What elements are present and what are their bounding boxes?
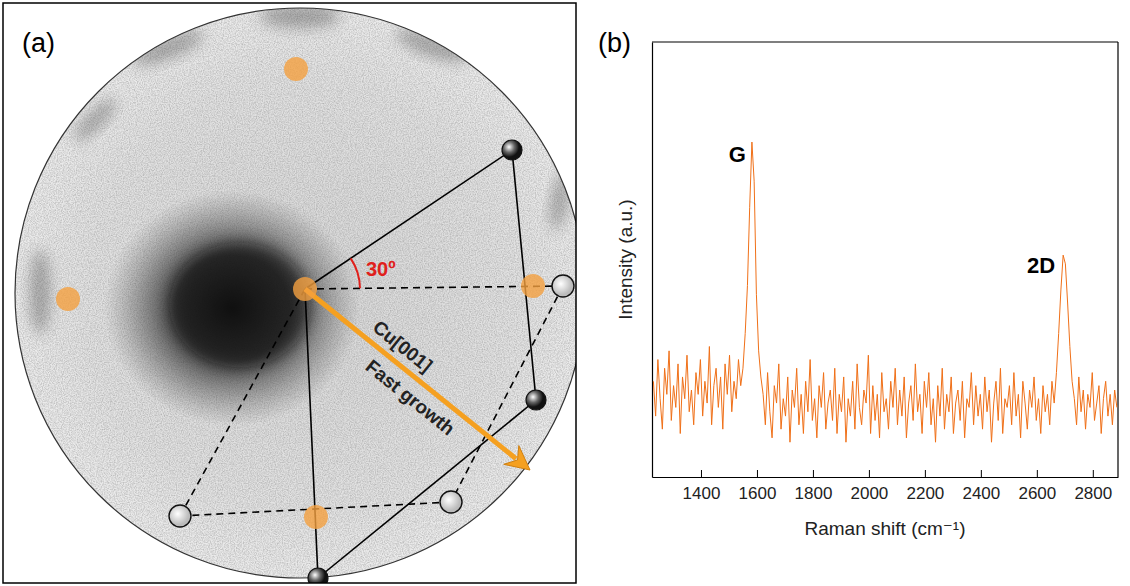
smudge bbox=[30, 250, 50, 334]
graphene-spot bbox=[308, 568, 328, 583]
y-axis-title: Intensity (a.u.) bbox=[615, 199, 636, 319]
x-tick-mark bbox=[869, 470, 870, 477]
peak-label: G bbox=[729, 142, 746, 167]
central-beam-core bbox=[170, 243, 310, 367]
lattice-line bbox=[305, 150, 512, 289]
arrow-label: Fast growth bbox=[362, 356, 459, 440]
substrate-spot bbox=[284, 57, 308, 81]
x-tick: 1800 bbox=[795, 470, 833, 503]
smudge bbox=[70, 95, 121, 146]
x-tick-label: 2400 bbox=[962, 484, 1000, 503]
x-tick-mark bbox=[757, 470, 758, 477]
substrate-spot bbox=[293, 277, 317, 301]
plot-frame bbox=[652, 41, 1118, 42]
x-tick: 2000 bbox=[850, 470, 888, 503]
growth-arrow-shaft bbox=[305, 289, 516, 459]
graphene-spot bbox=[526, 390, 546, 410]
x-tick-label: 2000 bbox=[850, 484, 888, 503]
arrow-labels: Cu[001]Fast growth bbox=[347, 316, 481, 439]
figure: (a) 30º Cu[001]Fast growth 1400 1600 1800 2000… bbox=[0, 0, 1130, 586]
x-tick: 2800 bbox=[1074, 470, 1112, 503]
growth-arrow-head bbox=[504, 446, 530, 470]
x-tick-label: 2600 bbox=[1018, 484, 1056, 503]
plot-frame bbox=[1117, 42, 1118, 477]
graphene-spot-rotated bbox=[169, 505, 191, 527]
pattern-grain bbox=[3, 3, 576, 583]
x-tick-label: 1800 bbox=[795, 484, 833, 503]
x-axis-title: Raman shift (cm⁻¹) bbox=[805, 518, 966, 539]
peak-label: 2D bbox=[1027, 253, 1055, 278]
central-beam-shadow bbox=[104, 190, 360, 426]
x-tick: 1600 bbox=[739, 470, 777, 503]
x-tick-mark bbox=[1037, 470, 1038, 477]
x-tick-mark bbox=[701, 470, 702, 477]
panel-a-frame bbox=[3, 3, 576, 583]
panel-label: (b) bbox=[598, 28, 631, 58]
pattern-edge bbox=[15, 8, 576, 578]
x-tick-mark bbox=[981, 470, 982, 477]
x-tick-label: 2200 bbox=[906, 484, 944, 503]
x-tick-mark bbox=[925, 470, 926, 477]
spectrum-line bbox=[653, 142, 1116, 442]
x-tick: 2200 bbox=[906, 470, 944, 503]
x-axis-line bbox=[653, 477, 1119, 478]
smudge bbox=[393, 24, 471, 69]
plot-marks bbox=[653, 142, 1116, 442]
x-tick: 2400 bbox=[962, 470, 1000, 503]
lattice-line bbox=[305, 289, 318, 578]
x-axis: 1400 1600 1800 2000 2200 2400 2600 2800 bbox=[653, 470, 1119, 503]
x-tick-mark bbox=[813, 470, 814, 477]
substrate-spot bbox=[56, 287, 80, 311]
smudge bbox=[129, 24, 207, 71]
x-tick-mark bbox=[1093, 470, 1094, 477]
substrate-spot bbox=[304, 505, 328, 529]
panel-b: 1400 1600 1800 2000 2200 2400 2600 2800 G 2D (b) Ra… bbox=[598, 28, 1119, 539]
x-tick-label: 1600 bbox=[739, 484, 777, 503]
graphene-spot-rotated bbox=[552, 275, 574, 297]
angle-arc bbox=[351, 258, 360, 288]
x-tick-label: 2800 bbox=[1074, 484, 1112, 503]
angle-label: 30º bbox=[366, 258, 396, 280]
panel-a bbox=[3, 3, 576, 583]
graphene-spot bbox=[502, 140, 522, 160]
x-tick: 1400 bbox=[683, 470, 721, 503]
lattice-line-dashed bbox=[180, 289, 305, 516]
x-tick: 2600 bbox=[1018, 470, 1056, 503]
graphene-spot-rotated bbox=[440, 491, 462, 513]
x-tick-label: 1400 bbox=[683, 484, 721, 503]
panel-label: (a) bbox=[22, 28, 55, 58]
y-axis bbox=[652, 43, 653, 478]
y-axis-line bbox=[652, 43, 653, 478]
lattice-line-dashed bbox=[451, 286, 563, 502]
substrate-spot bbox=[521, 274, 545, 298]
lattice-line bbox=[318, 400, 536, 578]
